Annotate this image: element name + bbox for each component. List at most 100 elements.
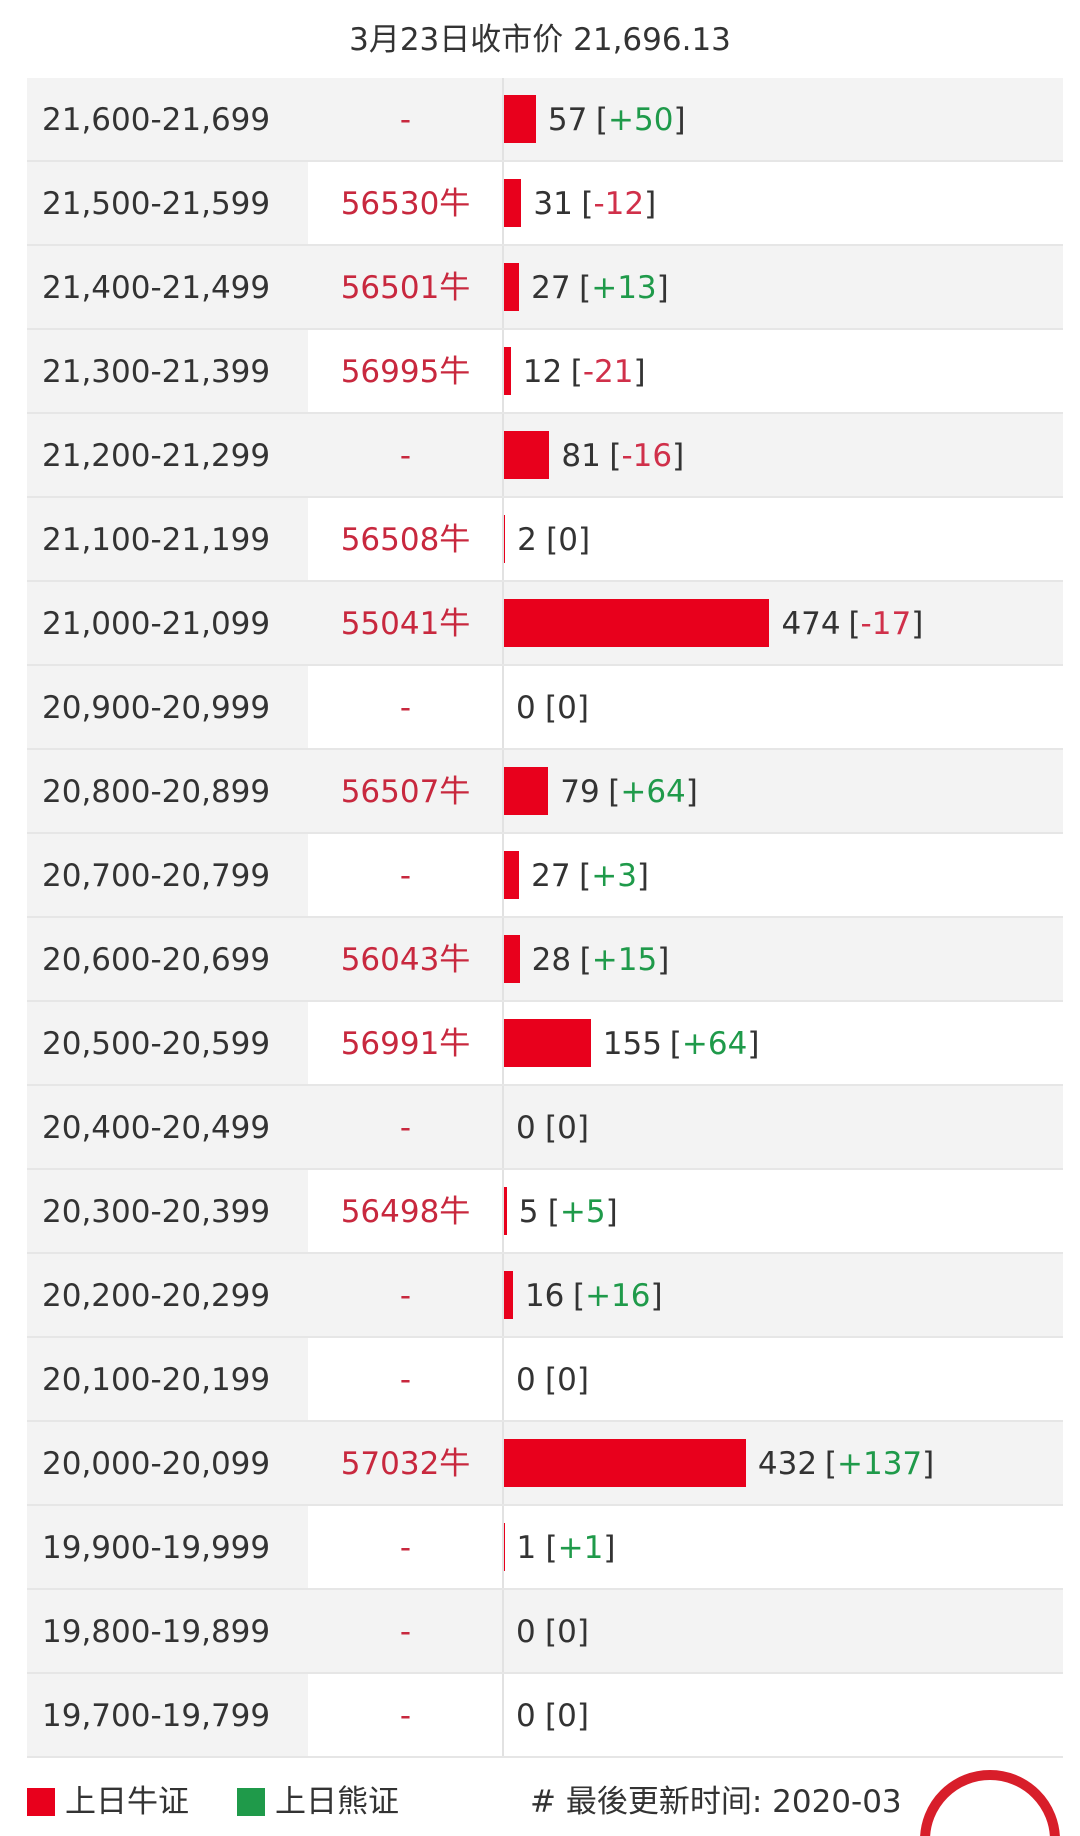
- row-bg: [27, 1254, 308, 1336]
- row-bg: [308, 1254, 1063, 1336]
- change: [+16]: [572, 1278, 663, 1314]
- row-line: [27, 412, 1063, 414]
- range: 20,600-20,699: [42, 942, 271, 978]
- range: 21,200-21,299: [42, 438, 271, 474]
- row-bg: [308, 1590, 1063, 1672]
- count: 0: [516, 1362, 536, 1398]
- row-bg: [27, 582, 308, 664]
- range: 21,400-21,499: [42, 270, 271, 306]
- divider: [502, 666, 504, 750]
- range: 21,600-21,699: [42, 102, 271, 138]
- row-bg: [308, 1086, 1063, 1168]
- row-bg: [308, 162, 1063, 244]
- row-bg: [308, 1338, 1063, 1420]
- row-line: [27, 1252, 1063, 1254]
- bar: [504, 1271, 513, 1319]
- count: 155: [602, 1026, 662, 1062]
- code: 56498牛: [340, 1194, 471, 1230]
- row-line: [27, 1000, 1063, 1002]
- count: 0: [516, 1110, 536, 1146]
- legend-label: 上日熊证: [275, 1784, 399, 1820]
- row-line: [27, 1588, 1063, 1590]
- change: [0]: [545, 1362, 589, 1398]
- change: [-12]: [581, 186, 657, 222]
- row-bg: [308, 246, 1063, 328]
- bar: [504, 95, 536, 143]
- row-bg: [27, 498, 308, 580]
- divider: [502, 162, 504, 246]
- divider: [502, 1338, 504, 1422]
- row-bg: [308, 750, 1063, 832]
- bar: [504, 599, 770, 647]
- divider: [502, 1254, 504, 1338]
- range: 20,000-20,099: [42, 1446, 271, 1482]
- row-bg: [308, 1002, 1063, 1084]
- range: 20,200-20,299: [42, 1278, 271, 1314]
- count: 12: [522, 354, 563, 390]
- range: 21,000-21,099: [42, 606, 271, 642]
- change: [+50]: [595, 102, 686, 138]
- count: 432: [757, 1446, 818, 1482]
- row-bg: [27, 1086, 308, 1168]
- change: [+137]: [824, 1446, 935, 1482]
- bar: [504, 431, 550, 479]
- divider: [502, 582, 504, 666]
- divider: [502, 1422, 504, 1506]
- range: 20,800-20,899: [42, 774, 271, 810]
- count: 0: [516, 1698, 536, 1734]
- row-bg: [27, 1422, 308, 1504]
- row-bg: [27, 1338, 308, 1420]
- code: 56043牛: [340, 942, 471, 978]
- code: 55041牛: [340, 606, 471, 642]
- row-bg: [27, 834, 308, 916]
- row-bg: [27, 1506, 308, 1588]
- code: 56508牛: [340, 522, 471, 558]
- legend-swatch: [237, 1788, 265, 1816]
- divider: [502, 918, 504, 1002]
- row-line: [27, 832, 1063, 834]
- count: 31: [533, 186, 573, 222]
- range: 20,500-20,599: [42, 1026, 271, 1062]
- row-line: [27, 748, 1063, 750]
- row-line: [27, 496, 1063, 498]
- bar: [504, 263, 520, 311]
- row-bg: [27, 414, 308, 496]
- code: -: [399, 1110, 412, 1146]
- row-line: [27, 1084, 1063, 1086]
- code: -: [399, 1698, 412, 1734]
- row-bg: [308, 1674, 1063, 1756]
- change: [+13]: [579, 270, 669, 306]
- code: -: [399, 690, 412, 726]
- row-line: [27, 1168, 1063, 1170]
- change: [+64]: [608, 774, 698, 810]
- bar: [504, 515, 506, 563]
- bar: [504, 1439, 746, 1487]
- row-bg: [308, 918, 1063, 1000]
- code: 56530牛: [340, 186, 471, 222]
- divider: [502, 834, 504, 918]
- row-line: [27, 1420, 1063, 1422]
- code: -: [399, 438, 412, 474]
- row-bg: [27, 162, 308, 244]
- bar: [504, 347, 511, 395]
- divider: [502, 1674, 504, 1758]
- title: 3月23日收市价 21,696.13: [349, 22, 731, 58]
- row-line: [27, 1504, 1063, 1506]
- range: 20,400-20,499: [42, 1110, 271, 1146]
- change: [0]: [546, 522, 591, 558]
- row-bg: [27, 750, 308, 832]
- code: -: [399, 102, 412, 138]
- range: 21,300-21,399: [42, 354, 271, 390]
- change: [-16]: [609, 438, 685, 474]
- row-bg: [27, 1674, 308, 1756]
- updated: # 最後更新时间: 2020-03: [530, 1784, 902, 1820]
- range: 20,700-20,799: [42, 858, 271, 894]
- code: 57032牛: [340, 1446, 471, 1482]
- range: 20,100-20,199: [42, 1362, 271, 1398]
- row-bg: [308, 78, 1063, 160]
- bar: [504, 179, 522, 227]
- row-line: [27, 244, 1063, 246]
- change: [-17]: [848, 606, 924, 642]
- change: [+1]: [545, 1530, 616, 1566]
